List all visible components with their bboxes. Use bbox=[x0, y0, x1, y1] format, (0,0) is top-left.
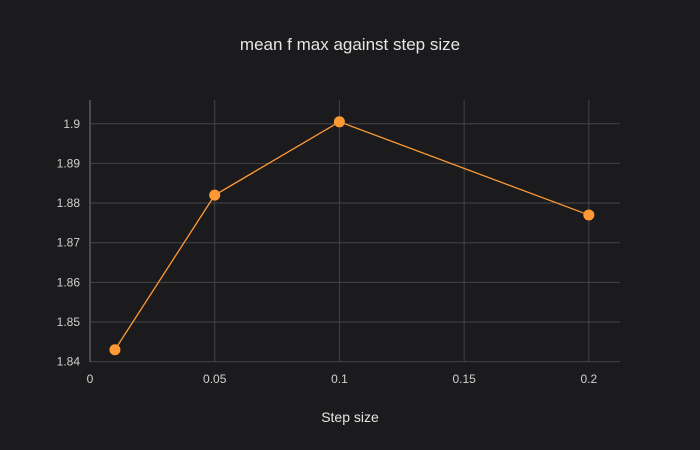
y-tick-label: 1.85 bbox=[57, 315, 81, 329]
y-tick-label: 1.88 bbox=[57, 196, 81, 210]
y-tick-label: 1.86 bbox=[57, 275, 81, 289]
grid-layer bbox=[89, 100, 620, 363]
x-tick-label: 0.1 bbox=[331, 372, 348, 386]
x-tick-label: 0.05 bbox=[203, 372, 227, 386]
tick-label-layer: 1.84 1.85 1.86 1.87 1.88 1.89 1.9 0 0.05 0.1 0.15 0… bbox=[57, 117, 598, 386]
chart-title: mean f max against step size bbox=[240, 35, 460, 54]
series-layer bbox=[109, 116, 595, 356]
y-tick-label: 1.89 bbox=[57, 156, 81, 170]
data-point[interactable] bbox=[333, 116, 345, 128]
data-point[interactable] bbox=[583, 209, 595, 221]
y-tick-label: 1.84 bbox=[57, 355, 81, 369]
data-point[interactable] bbox=[109, 344, 121, 356]
data-point[interactable] bbox=[209, 189, 221, 201]
series-line bbox=[114, 121, 590, 351]
x-axis-label: Step size bbox=[321, 409, 379, 425]
x-tick-label: 0 bbox=[87, 372, 94, 386]
y-tick-label: 1.9 bbox=[63, 117, 80, 131]
y-tick-label: 1.87 bbox=[57, 236, 81, 250]
x-tick-label: 0.15 bbox=[452, 372, 476, 386]
x-tick-label: 0.2 bbox=[580, 372, 597, 386]
